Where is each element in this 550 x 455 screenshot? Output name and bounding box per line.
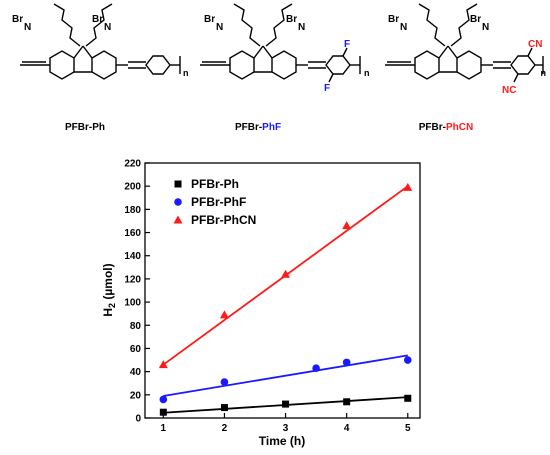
data-points bbox=[158, 182, 413, 416]
x-tick-label: 4 bbox=[344, 423, 350, 434]
data-point bbox=[220, 404, 228, 412]
nitrogen-label: N bbox=[482, 22, 489, 33]
fluoro-label-top: F bbox=[344, 39, 350, 50]
nitrogen-label: N bbox=[216, 22, 223, 33]
data-point bbox=[403, 182, 413, 191]
repeat-label: n bbox=[364, 68, 370, 78]
structure-name-ph: PFBr-Ph bbox=[65, 122, 105, 133]
nitrogen-label: N bbox=[400, 22, 407, 33]
legend-marker bbox=[174, 180, 182, 188]
y-tick-label: 100 bbox=[124, 298, 141, 309]
structure-name-phcn: PFBr-PhCN bbox=[419, 122, 473, 133]
bromide-label: Br bbox=[92, 14, 103, 25]
structure-pfbr-phcn bbox=[385, 3, 544, 83]
data-point bbox=[220, 378, 229, 386]
repeat-label: n bbox=[541, 68, 547, 78]
y-tick-label: 0 bbox=[135, 414, 141, 425]
legend-label: PFBr-PhCN bbox=[191, 213, 256, 227]
x-tick-label: 2 bbox=[222, 423, 228, 434]
y-tick-label: 140 bbox=[124, 251, 141, 262]
x-tick-label: 5 bbox=[405, 423, 411, 434]
data-point bbox=[281, 269, 291, 278]
data-point bbox=[404, 394, 412, 402]
structure-pfbr-ph bbox=[20, 3, 181, 80]
y-tick-label: 220 bbox=[124, 159, 141, 170]
structure-text: Br N Br N n Br N Br N n F F Br N Br N n … bbox=[12, 14, 546, 96]
legend-label: PFBr-PhF bbox=[191, 195, 246, 209]
fluorene-core bbox=[49, 45, 117, 80]
data-point bbox=[159, 408, 167, 416]
data-point bbox=[159, 395, 168, 404]
repeat-label: n bbox=[183, 68, 189, 78]
nitrogen-label: N bbox=[104, 22, 111, 33]
data-point bbox=[403, 356, 412, 364]
structure-names: PFBr-Ph PFBr-PhF PFBr-PhCN bbox=[65, 122, 473, 133]
data-point bbox=[343, 398, 351, 406]
y-tick-label: 160 bbox=[124, 228, 141, 239]
y-tick-label: 40 bbox=[130, 367, 142, 378]
legend-label: PFBr-Ph bbox=[191, 177, 239, 191]
chart: 1 2 3 4 5 0 20 40 60 80 100 120 140 160 180 200 220 PFBr… bbox=[101, 159, 421, 448]
cyano-label-top: CN bbox=[528, 39, 542, 50]
y-tick-label: 200 bbox=[124, 182, 141, 193]
y-tick-label: 60 bbox=[130, 344, 142, 355]
structure-name-phf: PFBr-PhF bbox=[235, 122, 281, 133]
axis-ticks: 1 2 3 4 5 0 20 40 60 80 100 120 140 160 180 200 220 bbox=[124, 159, 411, 435]
alkyne-links bbox=[20, 61, 146, 69]
bromide-label: Br bbox=[12, 14, 23, 25]
x-axis-title: Time (h) bbox=[259, 434, 305, 448]
data-point bbox=[219, 310, 229, 319]
nitrogen-label: N bbox=[298, 22, 305, 33]
bromide-label: Br bbox=[470, 14, 481, 25]
plot-frame bbox=[144, 162, 421, 419]
structure-pfbr-phf bbox=[200, 3, 361, 83]
cyano-label-bottom: NC bbox=[502, 85, 516, 96]
data-point bbox=[342, 358, 351, 367]
bromide-label: Br bbox=[204, 14, 215, 25]
x-tick-label: 3 bbox=[283, 423, 289, 434]
x-tick-label: 1 bbox=[161, 423, 167, 434]
nitrogen-label: N bbox=[24, 22, 31, 33]
legend: PFBr-Ph PFBr-PhF PFBr-PhCN bbox=[173, 177, 256, 227]
fluoro-label-bottom: F bbox=[324, 83, 330, 94]
structures-panel bbox=[20, 3, 544, 83]
y-axis-title: H2 (µmol) bbox=[101, 263, 117, 316]
fit-line bbox=[163, 354, 408, 397]
y-tick-label: 120 bbox=[124, 274, 141, 285]
alkyl-chains bbox=[53, 3, 113, 47]
legend-marker bbox=[174, 198, 182, 206]
data-point bbox=[282, 400, 290, 408]
bromide-label: Br bbox=[286, 14, 297, 25]
data-point bbox=[158, 360, 168, 369]
bromide-label: Br bbox=[388, 14, 399, 25]
y-tick-label: 80 bbox=[130, 321, 142, 332]
data-point bbox=[342, 221, 352, 230]
y-tick-label: 180 bbox=[124, 205, 141, 216]
legend-marker bbox=[173, 215, 183, 224]
data-point bbox=[312, 364, 320, 372]
y-tick-label: 20 bbox=[130, 390, 142, 401]
phenyl-ring bbox=[145, 55, 181, 75]
